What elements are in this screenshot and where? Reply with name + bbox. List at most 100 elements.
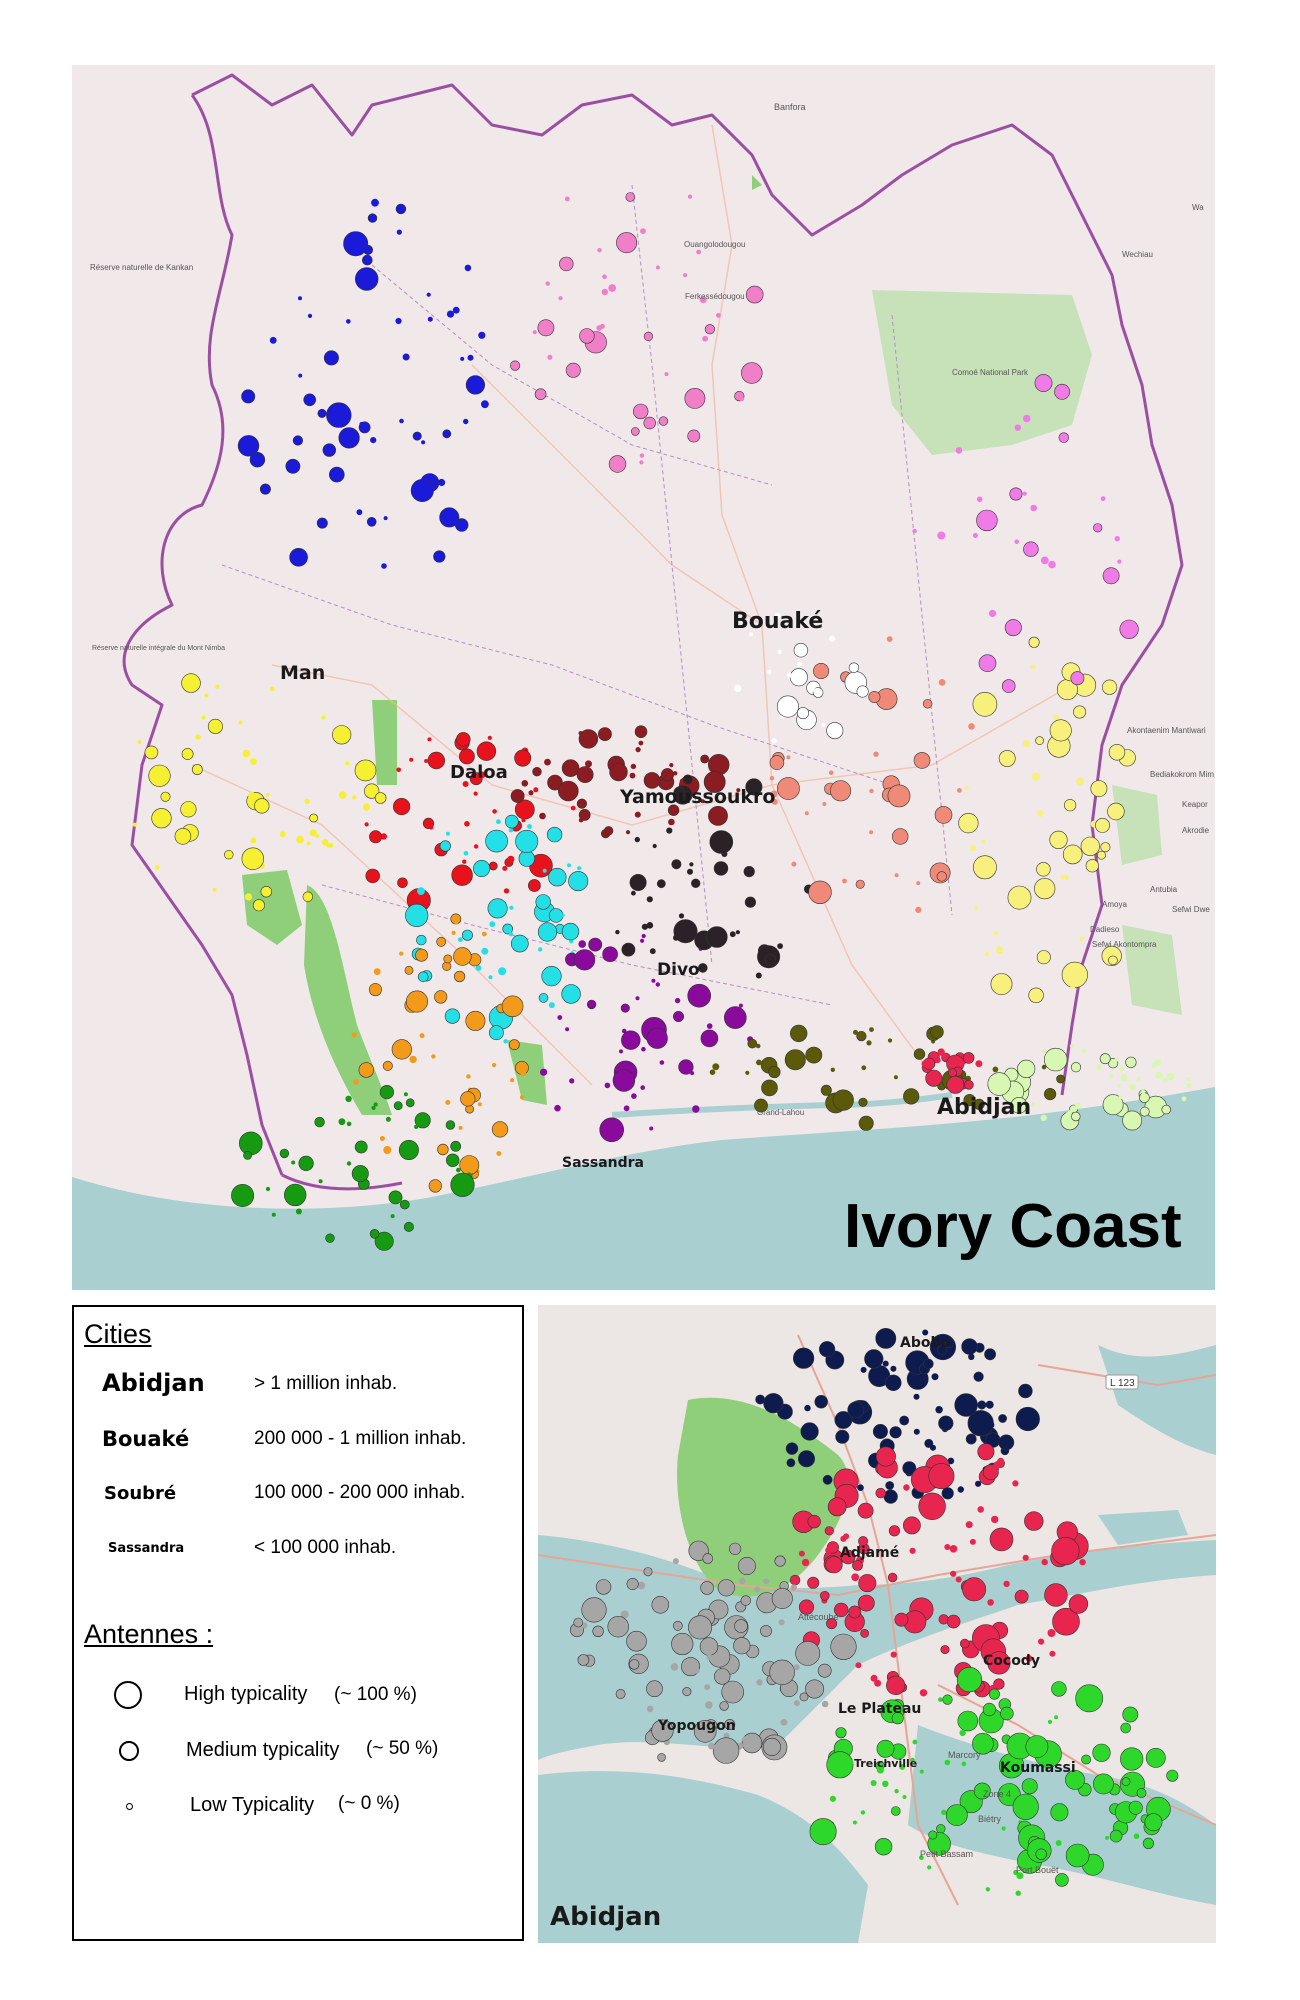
antenna-point [1136,1076,1141,1081]
inset-antenna-point [760,1625,772,1637]
inset-antenna-point [902,1516,921,1535]
antenna-point [419,1033,425,1039]
antenna-point [456,1167,461,1173]
antenna-point [393,1101,403,1111]
inset-antenna-point [1075,1684,1104,1713]
antenna-point [502,923,514,935]
antenna-point [813,662,830,679]
inset-antenna-point [1122,1706,1139,1723]
antenna-point [450,1140,462,1152]
antenna-point [541,965,562,987]
antenna-point [1028,636,1040,648]
inset-antenna-point [977,1400,987,1410]
label-antubia: Antubia [1150,885,1178,894]
inset-antenna-point [988,1688,1000,1700]
antenna-point [363,803,371,811]
sea [72,1087,1215,1290]
inset-antenna-point [1018,1383,1033,1399]
antenna-point [207,718,223,734]
antenna-point [886,636,893,642]
antenna-point [1116,1096,1122,1102]
inset-antenna-point [987,1599,994,1606]
antenna-point [1186,1083,1192,1089]
inset-antenna-point [840,1637,848,1645]
antenna-point [269,336,277,344]
antenna-point [660,768,674,782]
antenna-point [445,1120,456,1130]
inset-antenna-point [876,1739,895,1758]
inset-antenna-point [1054,1715,1059,1720]
antenna-point [767,669,772,675]
inset-antenna-point [1035,1848,1047,1860]
antenna-point [395,1197,402,1204]
legend-range-abidjan: > 1 million inhab. [254,1373,398,1394]
inset-antenna-point [1014,1589,1029,1604]
inset-antenna-point [954,1393,978,1417]
inset-antenna-point [928,1463,955,1490]
antenna-point [438,478,446,487]
inset-antenna-point [1079,1559,1086,1566]
inset-antenna-point [1145,1747,1166,1768]
inset-antenna-point [797,1450,815,1468]
inset-antenna-point [889,1426,902,1439]
antenna-point [754,1098,768,1113]
inset-antenna-point [1120,1747,1144,1771]
antenna-point [383,1146,392,1154]
inset-antenna-point [723,1732,730,1739]
inset-antenna-point [643,1567,653,1577]
antenna-point [381,563,387,569]
inset-antenna-point [977,1506,984,1513]
antenna-point [442,429,452,439]
antenna-point [866,1040,872,1046]
antenna-point [1099,1053,1111,1065]
antenna-point [672,1010,684,1022]
antenna-point [507,855,515,863]
antenna-point [975,1060,983,1068]
antenna-point [510,934,529,953]
antenna-point [318,1179,323,1184]
inset-antenna-point [771,1587,793,1609]
antenna-point [338,427,360,449]
inset-antenna-point [799,1692,809,1702]
inset-antenna-point [972,1732,994,1755]
antenna-point [467,354,474,361]
antenna-point [858,1097,868,1107]
antenna-point [453,947,472,966]
antenna-point [212,887,217,892]
antenna-point [639,453,645,458]
antenna-point [1035,736,1044,745]
antenna-point [565,1027,570,1032]
antenna-point [621,942,636,957]
antenna-point [634,811,641,818]
inset-antenna-point [957,1710,979,1732]
antenna-point [1063,799,1077,812]
legend-city-bouake: Bouaké [102,1427,190,1451]
antenna-point [412,431,422,441]
antenna-point [1041,1064,1047,1070]
antenna-point [431,1054,436,1059]
antenna-point [362,244,373,255]
legend-antenna-low: Low Typicality [190,1794,315,1816]
antenna-point [252,899,265,912]
antenna-point [1085,859,1099,873]
antenna-point [998,750,1016,767]
antenna-point [1070,1062,1082,1073]
inset-antenna-point [975,1480,982,1487]
inset-antenna-point [1015,1890,1021,1896]
inset-antenna-point [1022,1554,1029,1561]
inset-antenna-point [835,1727,847,1739]
inset-antenna-point [729,1542,742,1555]
antenna-point [1093,523,1103,533]
antenna-point [544,758,551,766]
antenna-point [1122,1110,1143,1131]
antenna-point [346,1121,352,1127]
label-ferkessedougou: Ferkessédougou [685,292,745,301]
inset-antenna-point [822,1474,833,1485]
inset-antenna-point [620,1610,629,1619]
antenna-point [673,934,679,941]
antenna-point [539,812,546,820]
antenna-point [417,971,429,983]
antenna-point [964,785,969,790]
city-label-abidjan: Abidjan [937,1095,1031,1120]
label-sefwi-akontompra: Sefwi Akontompra [1092,940,1157,949]
